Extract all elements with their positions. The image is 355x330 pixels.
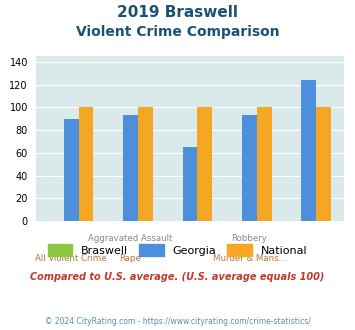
Text: © 2024 CityRating.com - https://www.cityrating.com/crime-statistics/: © 2024 CityRating.com - https://www.city… — [45, 317, 310, 326]
Bar — [301, 80, 316, 221]
Text: All Violent Crime: All Violent Crime — [36, 254, 107, 263]
Bar — [138, 107, 153, 221]
Bar — [64, 119, 78, 221]
Bar — [182, 147, 197, 221]
Bar — [197, 107, 212, 221]
Text: Aggravated Assault: Aggravated Assault — [88, 234, 173, 243]
Bar — [257, 107, 272, 221]
Text: 2019 Braswell: 2019 Braswell — [117, 5, 238, 20]
Bar — [316, 107, 331, 221]
Text: Violent Crime Comparison: Violent Crime Comparison — [76, 25, 279, 39]
Text: Robbery: Robbery — [231, 234, 267, 243]
Text: Compared to U.S. average. (U.S. average equals 100): Compared to U.S. average. (U.S. average … — [30, 272, 325, 282]
Bar — [78, 107, 93, 221]
Bar — [123, 115, 138, 221]
Text: Rape: Rape — [120, 254, 142, 263]
Legend: Braswell, Georgia, National: Braswell, Georgia, National — [43, 240, 312, 260]
Bar — [242, 115, 257, 221]
Text: Murder & Mans...: Murder & Mans... — [213, 254, 286, 263]
